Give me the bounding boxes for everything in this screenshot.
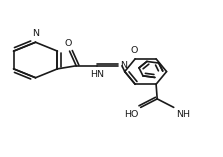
Text: N: N [32,29,39,38]
Text: O: O [130,46,138,55]
Text: NH: NH [176,111,190,119]
Text: HN: HN [90,70,104,79]
Text: N: N [120,61,127,70]
Text: HO: HO [124,111,138,119]
Text: O: O [65,39,72,48]
